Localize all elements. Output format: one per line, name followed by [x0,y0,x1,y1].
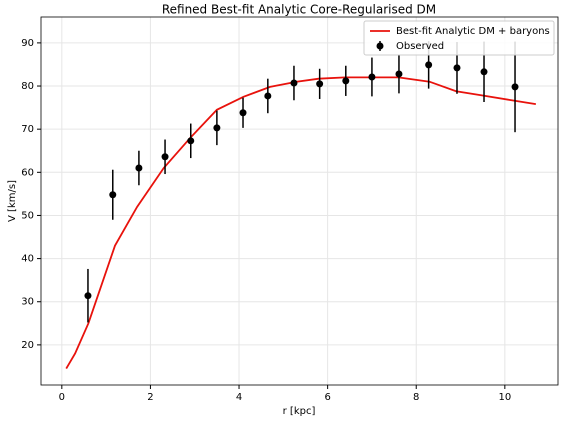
legend-box [363,20,555,56]
legend-label: Observed [396,41,444,52]
point [342,77,350,85]
point [213,124,221,132]
point [425,61,433,69]
line [65,76,536,370]
point [264,92,272,100]
point [395,70,403,78]
point [187,137,195,145]
point [368,73,376,81]
point [135,164,143,172]
y-tick-label: 70 [21,124,34,135]
point [511,83,519,91]
y-tick-label: 50 [21,210,34,221]
x-tick-label: 4 [236,392,242,403]
x-tick-label: 0 [59,392,65,403]
x-axis-label: r [kpc] [283,406,316,417]
plot-frame [40,16,559,386]
y-tick-label: 20 [21,340,34,351]
point [161,153,169,161]
point [239,109,247,117]
y-axis-label: V [km/s] [7,180,18,222]
point [316,80,324,88]
x-tick-label: 6 [324,392,330,403]
chart-title: Refined Best-fit Analytic Core-Regularis… [162,3,436,17]
point [84,292,92,300]
point [480,68,488,76]
x-tick-label: 2 [147,392,153,403]
y-tick-label: 30 [21,297,34,308]
x-tick-label: 8 [413,392,419,403]
x-tick-label: 10 [498,392,511,403]
y-tick-label: 80 [21,81,34,92]
point [109,191,117,199]
y-tick-label: 60 [21,167,34,178]
legend-swatch [376,42,384,50]
point [453,64,461,72]
y-tick-label: 90 [21,38,34,49]
y-tick-label: 40 [21,254,34,265]
legend-label: Best-fit Analytic DM + baryons [396,26,550,37]
point [290,79,298,87]
legend: Best-fit Analytic DM + baryons Observed [363,20,555,56]
